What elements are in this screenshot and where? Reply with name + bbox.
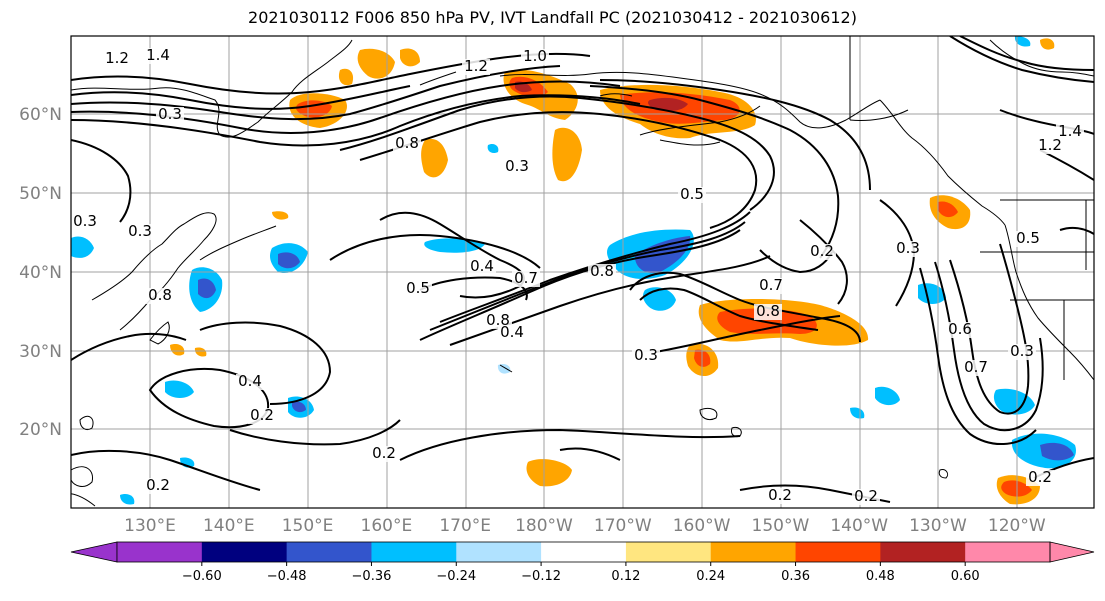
colorbar-tick-label: −0.48	[267, 569, 307, 584]
colorbar-segment	[880, 542, 966, 562]
contour-label: 0.2	[854, 487, 878, 505]
map-frame	[70, 35, 1095, 509]
contour-label: 0.2	[768, 486, 792, 504]
contour-label: 0.3	[505, 157, 529, 175]
colorbar-segment	[117, 542, 203, 562]
contour-label: 0.3	[158, 105, 182, 123]
colorbar-extend-min	[70, 541, 118, 563]
colorbar-segment	[201, 542, 288, 562]
colorbar-extend-max	[1049, 541, 1095, 563]
longitude-label: 180°W	[515, 516, 573, 536]
colorbar-segment	[795, 542, 881, 562]
contour-label: 0.3	[128, 222, 152, 240]
contour-label: 0.3	[1010, 342, 1034, 360]
colorbar-tick-label: 0.12	[611, 569, 640, 584]
longitude-label: 130°E	[124, 516, 176, 536]
contour-label: 0.2	[810, 242, 834, 260]
contour-label: 1.2	[105, 49, 129, 67]
contour-label: 0.8	[756, 302, 780, 320]
colorbar-segment	[371, 542, 457, 562]
colorbar-segment	[286, 542, 372, 562]
contour-label: 0.4	[500, 323, 524, 341]
colorbar-tick-label: −0.24	[436, 569, 476, 584]
contour-label: 0.7	[514, 269, 538, 287]
latitude-labels: 60°N 50°N 40°N 30°N 20°N	[19, 105, 62, 440]
colorbar-tick-label: 0.24	[696, 569, 725, 584]
pv-contours	[71, 36, 1094, 503]
contour-label: 0.8	[395, 134, 419, 152]
contour-label: 0.7	[759, 276, 783, 294]
latitude-label: 60°N	[19, 105, 62, 125]
colorbar-segment	[965, 542, 1051, 562]
colorbar-tick-label: 0.48	[866, 569, 895, 584]
colorbar-tick-label: 0.36	[781, 569, 810, 584]
longitude-label: 160°E	[361, 516, 413, 536]
latitude-label: 40°N	[19, 263, 62, 283]
contour-label: 0.5	[406, 279, 430, 297]
contour-label: 0.2	[250, 406, 274, 424]
longitude-label: 120°W	[988, 516, 1046, 536]
contour-label: 0.6	[948, 320, 972, 338]
contour-label: 0.7	[964, 358, 988, 376]
colorbar-segment	[456, 542, 542, 562]
colorbar-tick-label: −0.36	[352, 569, 392, 584]
colorbar-tick-label: 0.60	[951, 569, 980, 584]
longitude-label: 160°W	[673, 516, 731, 536]
contour-label: 0.2	[1028, 468, 1052, 486]
contour-label: 0.4	[470, 257, 494, 275]
contour-label: 0.8	[486, 311, 510, 329]
longitude-label: 150°W	[752, 516, 810, 536]
contour-label: 0.4	[238, 372, 262, 390]
latitude-label: 50°N	[19, 184, 62, 204]
longitude-label: 130°W	[909, 516, 967, 536]
longitude-labels: 130°E 140°E 150°E 160°E 170°E 180°W 170°W 160°W…	[124, 516, 1046, 536]
contour-label: 0.2	[372, 444, 396, 462]
colorbar-segment	[541, 542, 627, 562]
longitude-label: 170°W	[594, 516, 652, 536]
contour-label: 0.3	[634, 346, 658, 364]
contour-label: 1.0	[523, 47, 547, 65]
contour-label: 0.5	[680, 185, 704, 203]
colorbar-tick-label: −0.12	[521, 569, 561, 584]
contour-label: 0.8	[590, 262, 614, 280]
contour-label: 1.2	[1038, 136, 1062, 154]
coastlines	[71, 36, 1094, 507]
latitude-label: 20°N	[19, 420, 62, 440]
map-title: 2021030112 F006 850 hPa PV, IVT Landfall…	[248, 8, 857, 27]
longitude-label: 170°E	[439, 516, 491, 536]
contour-label: 1.2	[464, 57, 488, 75]
colorbar-tick-label: −0.60	[182, 569, 222, 584]
latitude-label: 30°N	[19, 342, 62, 362]
colorbar: −0.60 −0.48 −0.36 −0.24 −0.12 0.12 0.24 0.36 0.4…	[70, 541, 1095, 584]
contour-label: 1.4	[1058, 122, 1082, 140]
colorbar-segment	[625, 542, 712, 562]
longitude-label: 150°E	[282, 516, 334, 536]
longitude-label: 140°E	[203, 516, 255, 536]
colorbar-segment	[710, 542, 797, 562]
contour-label: 0.3	[73, 212, 97, 230]
longitude-label: 140°W	[830, 516, 888, 536]
contour-label: 0.5	[1016, 229, 1040, 247]
contour-label: 0.3	[896, 239, 920, 257]
contour-label: 0.8	[148, 286, 172, 304]
contour-labels: 1.2 1.41.21.00.30.80.30.50.80.30.2 0.30.50…	[71, 46, 1084, 505]
contour-label: 0.2	[146, 476, 170, 494]
contour-label: 1.4	[146, 46, 170, 64]
